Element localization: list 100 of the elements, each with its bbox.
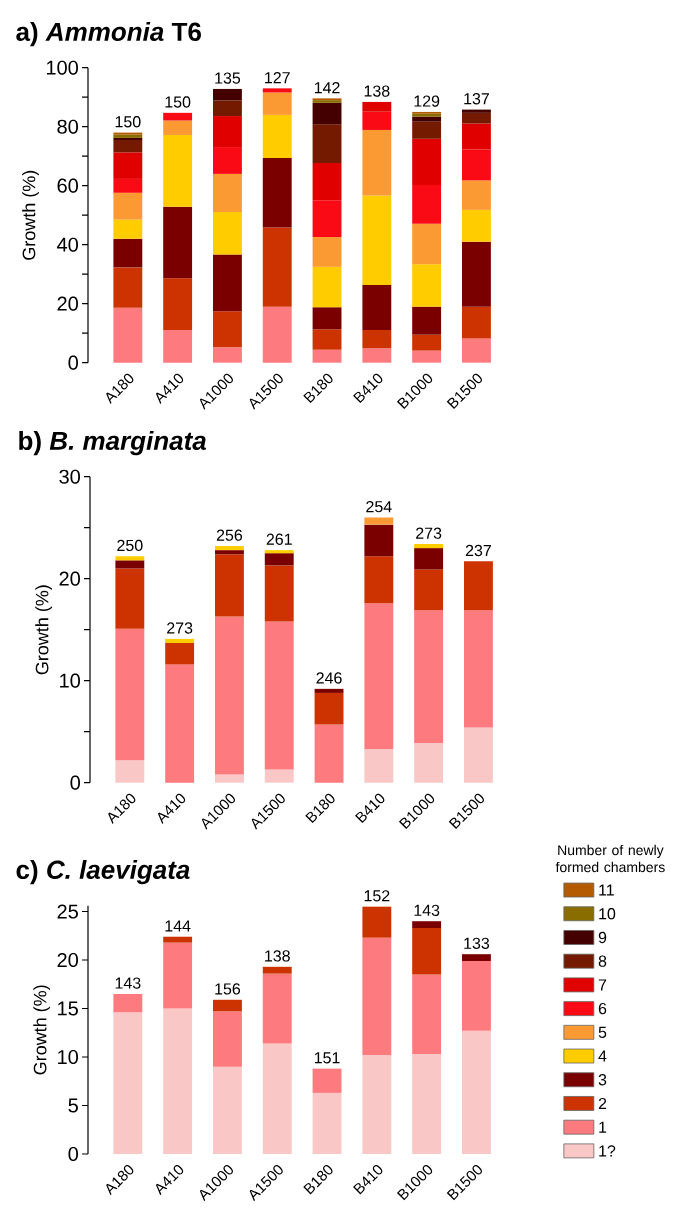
bar [364, 517, 394, 525]
bar [414, 544, 444, 549]
bar [113, 993, 143, 1013]
bar [262, 1043, 292, 1154]
bar [461, 954, 491, 961]
bar [362, 906, 392, 938]
bar [165, 638, 195, 643]
legend-title: Number of newly formed chambers [555, 844, 665, 873]
y-tick-label: 0 [70, 775, 81, 790]
y-tick-label: 0 [68, 1146, 79, 1162]
bar [214, 554, 244, 617]
y-axis-title: Growth (%) [22, 170, 39, 260]
bar [312, 349, 342, 363]
y-tick-label: 20 [59, 571, 81, 586]
annotation: 138 [364, 85, 390, 97]
bar [412, 264, 442, 307]
bar [163, 942, 193, 1009]
bar [262, 306, 292, 363]
legend-label: 1 [599, 1121, 607, 1133]
annotation: 254 [366, 500, 392, 513]
bar [262, 88, 292, 93]
annotation: 133 [464, 937, 490, 949]
bar [412, 306, 442, 335]
annotation: 138 [265, 950, 290, 962]
bar [262, 157, 292, 228]
bar [364, 556, 394, 604]
bar [212, 147, 242, 174]
bar [212, 1066, 242, 1154]
bar [165, 642, 195, 665]
bar [212, 211, 242, 255]
bar [412, 350, 442, 363]
y-tick-label: 100 [46, 60, 78, 75]
bar [214, 774, 244, 783]
bar [212, 173, 242, 212]
bar [163, 278, 193, 330]
annotation: 151 [314, 1052, 340, 1064]
bar [312, 200, 342, 238]
bar [412, 974, 442, 1055]
bar [163, 112, 193, 121]
bar [113, 178, 143, 193]
bar [115, 556, 145, 561]
bar [212, 311, 242, 348]
bar [264, 565, 294, 622]
bar [461, 123, 491, 150]
bar [461, 241, 491, 307]
bar [362, 348, 392, 363]
legend-label: 6 [598, 1002, 607, 1015]
bar [312, 102, 342, 125]
bar [312, 329, 342, 350]
bar [362, 111, 392, 130]
annotation: 246 [316, 672, 342, 684]
bar [312, 162, 342, 201]
annotation: 261 [266, 533, 292, 545]
bar [463, 610, 493, 728]
annotation: 142 [314, 82, 340, 94]
bar [264, 769, 294, 783]
bar [212, 116, 242, 148]
annotation: 137 [464, 93, 489, 105]
bar [212, 88, 242, 101]
bar [463, 727, 493, 783]
bar [412, 223, 442, 265]
bar [113, 152, 143, 179]
annotation: 273 [416, 527, 442, 539]
bar [214, 550, 244, 555]
bar [461, 112, 491, 124]
y-tick-label: 15 [58, 1001, 78, 1016]
annotation: 127 [265, 71, 290, 84]
annotation: 144 [165, 920, 191, 932]
y-tick-label: 5 [68, 1098, 78, 1113]
legend-label: 3 [598, 1074, 607, 1086]
bar [461, 306, 491, 339]
y-tick-label: 0 [68, 355, 79, 370]
bar [414, 548, 444, 570]
bar [262, 966, 292, 974]
legend-label: 10 [599, 908, 616, 920]
bar [312, 124, 342, 163]
bar [412, 116, 442, 122]
annotation: 237 [465, 544, 491, 557]
annotation: 129 [414, 95, 440, 107]
bar [362, 101, 392, 112]
bar [461, 960, 491, 1031]
bar [113, 1012, 143, 1154]
bar [412, 1054, 442, 1154]
y-tick-label: 10 [60, 673, 81, 688]
bar [115, 760, 145, 783]
bar [115, 628, 145, 761]
y-tick-label: 25 [57, 904, 78, 919]
bar [362, 129, 392, 196]
annotation: 273 [167, 622, 193, 634]
bar [312, 1092, 342, 1154]
bar [412, 928, 442, 975]
bar [412, 921, 442, 928]
annotation: 143 [115, 977, 141, 989]
annotation: 152 [364, 890, 390, 902]
bar [314, 692, 344, 725]
chart-title: a) Ammonia T6 [16, 21, 201, 47]
legend-label: 5 [598, 1026, 607, 1038]
bar [115, 560, 145, 569]
bar [314, 724, 344, 783]
bar [362, 329, 392, 349]
